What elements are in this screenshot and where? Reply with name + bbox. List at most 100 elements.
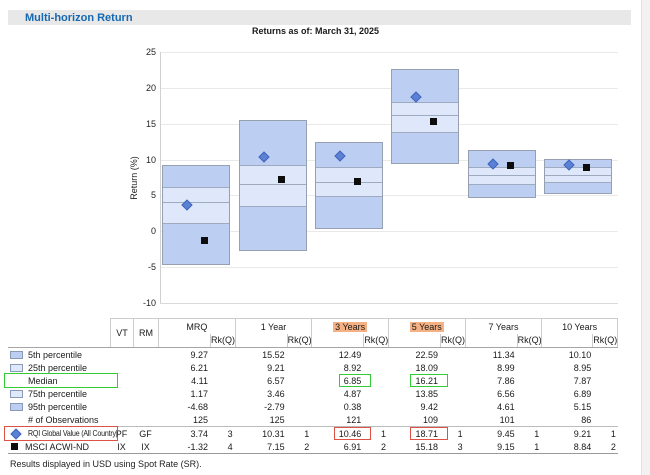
period-name: 5 Years bbox=[389, 319, 465, 334]
green-boxed-value: 16.21 bbox=[410, 373, 448, 387]
chart-gridline bbox=[160, 87, 618, 89]
y-axis-line bbox=[160, 52, 161, 303]
band-75th-95th-mrq bbox=[162, 222, 231, 265]
band-25th-75th-3-years bbox=[314, 167, 383, 197]
rank-cell-5-years: 1 bbox=[457, 428, 463, 439]
value-cell-mrq: 6.21 bbox=[190, 362, 208, 373]
value-cell-10-years: 86 bbox=[581, 414, 592, 425]
band-5th-25th-7-years bbox=[467, 149, 536, 167]
period-subheader: Rk(Q) bbox=[312, 334, 388, 347]
panel-header: Multi-horizon Return bbox=[8, 10, 631, 25]
value-cell-1-year: 3.46 bbox=[267, 388, 285, 399]
msci-square-marker-7-years bbox=[506, 161, 514, 169]
value-cell-mrq: 125 bbox=[192, 414, 208, 425]
value-cell-5-years: 18.71 bbox=[388, 426, 448, 440]
chart-gridline bbox=[160, 303, 618, 304]
value-cell-3-years: 12.49 bbox=[338, 349, 362, 360]
vt-cell: IX bbox=[117, 441, 126, 452]
msci-square-marker-3-years bbox=[353, 177, 361, 185]
value-cell-mrq: 3.74 bbox=[190, 428, 208, 439]
rank-cell-7-years: 1 bbox=[534, 441, 540, 452]
rank-cell-10-years: 1 bbox=[610, 428, 616, 439]
value-cell-10-years: 8.95 bbox=[573, 362, 592, 373]
period-name: MRQ bbox=[159, 319, 235, 334]
rank-cell-mrq: 4 bbox=[227, 441, 233, 452]
rank-subheader: Rk(Q) bbox=[363, 334, 389, 347]
row-label: Median bbox=[28, 375, 58, 386]
rqi-diamond-icon bbox=[10, 427, 22, 440]
q25-line-10-years bbox=[543, 167, 612, 169]
rm-cell: GF bbox=[139, 428, 152, 439]
band-5th-25th-1-year bbox=[238, 119, 307, 166]
percentile-box-3-years bbox=[314, 141, 383, 229]
chart-gridline bbox=[160, 159, 618, 161]
percentile-swatch-icon bbox=[10, 402, 23, 411]
percentile-box-5-years bbox=[391, 69, 460, 164]
rank-cell-mrq: 3 bbox=[227, 428, 233, 439]
period-name: 3 Years bbox=[312, 319, 388, 334]
value-cell-7-years: 6.56 bbox=[497, 388, 515, 399]
header-vt: VT bbox=[110, 318, 133, 347]
band-75th-95th-10-years bbox=[543, 181, 612, 195]
vertical-scrollbar[interactable] bbox=[641, 0, 650, 475]
table-row-95th-percentile: 95th percentile -4.68 -2.79 0.38 9.42 4.61 5.1… bbox=[8, 400, 618, 413]
q25-line-1-year bbox=[238, 165, 307, 167]
band-5th-25th-5-years bbox=[391, 69, 460, 102]
y-tick-label: 5 bbox=[150, 190, 156, 201]
median-line-7-years bbox=[467, 174, 536, 176]
header-period-10-years: 10 Years Rk(Q) bbox=[541, 318, 618, 347]
q75-line-1-year bbox=[238, 206, 307, 208]
row-label: MSCI ACWI-ND bbox=[25, 441, 89, 452]
band-5th-25th-3-years bbox=[314, 141, 383, 168]
median-line-5-years bbox=[391, 115, 460, 117]
q75-line-10-years bbox=[543, 181, 612, 183]
row-label: 75th percentile bbox=[28, 388, 88, 399]
table-row-75th-percentile: 75th percentile 1.17 3.46 4.87 13.85 6.56 6.89 bbox=[8, 387, 618, 400]
band-75th-95th-3-years bbox=[314, 196, 383, 229]
percentile-swatch-icon bbox=[10, 363, 23, 372]
value-cell-7-years: 7.86 bbox=[497, 375, 515, 386]
period-subheader: Rk(Q) bbox=[236, 334, 312, 347]
benchmark-square-icon bbox=[11, 443, 18, 450]
median-line-mrq bbox=[162, 201, 231, 203]
header-label-spacer bbox=[8, 318, 110, 347]
table-row-of-observations: # of Observations 125 125 121 109 101 86 bbox=[8, 413, 618, 426]
rank-subheader: Rk(Q) bbox=[592, 334, 618, 347]
period-name-text: 5 Years bbox=[409, 321, 444, 332]
y-tick-label: 10 bbox=[145, 154, 156, 165]
band-75th-95th-7-years bbox=[467, 184, 536, 199]
row-label: 5th percentile bbox=[28, 349, 83, 360]
table-row-5th-percentile: 5th percentile 9.27 15.52 12.49 22.59 11.34 10… bbox=[8, 348, 618, 361]
value-cell-mrq: 4.11 bbox=[191, 375, 208, 386]
period-subheader: Rk(Q) bbox=[542, 334, 617, 347]
percentile-box-mrq bbox=[162, 164, 231, 265]
value-cell-5-years: 109 bbox=[422, 414, 438, 425]
value-cell-10-years: 7.87 bbox=[573, 375, 592, 386]
value-cell-5-years: 22.59 bbox=[415, 349, 438, 360]
value-cell-1-year: 6.57 bbox=[267, 375, 285, 386]
period-name-text: 10 Years bbox=[562, 321, 598, 332]
table-header: VT RM MRQ Rk(Q) 1 Year Rk(Q) 3 Years Rk(Q) 5 Yea… bbox=[8, 318, 618, 348]
band-25th-75th-10-years bbox=[543, 167, 612, 182]
msci-square-marker-1-year bbox=[277, 176, 285, 183]
header-period-mrq: MRQ Rk(Q) bbox=[158, 318, 235, 347]
y-tick-label: -5 bbox=[147, 262, 156, 273]
rm-cell: IX bbox=[141, 441, 150, 452]
red-boxed-value: 18.71 bbox=[410, 426, 448, 440]
value-subcol-spacer bbox=[389, 334, 440, 347]
header-period-5-years: 5 Years Rk(Q) bbox=[387, 318, 465, 347]
q75-line-5-years bbox=[391, 131, 460, 133]
value-cell-5-years: 18.09 bbox=[415, 362, 438, 373]
period-name-text: 7 Years bbox=[488, 321, 519, 332]
value-cell-3-years: 4.87 bbox=[343, 388, 362, 399]
band-5th-25th-mrq bbox=[162, 164, 231, 187]
value-cell-10-years: 10.10 bbox=[568, 349, 592, 360]
value-cell-3-years: 6.91 bbox=[343, 441, 362, 452]
band-25th-75th-1-year bbox=[238, 165, 307, 207]
rank-subheader: Rk(Q) bbox=[210, 334, 235, 347]
rank-cell-1-year: 2 bbox=[304, 441, 310, 452]
y-tick-label: 15 bbox=[145, 118, 156, 129]
value-cell-5-years: 13.85 bbox=[415, 388, 438, 399]
y-tick-label: 0 bbox=[150, 226, 156, 237]
